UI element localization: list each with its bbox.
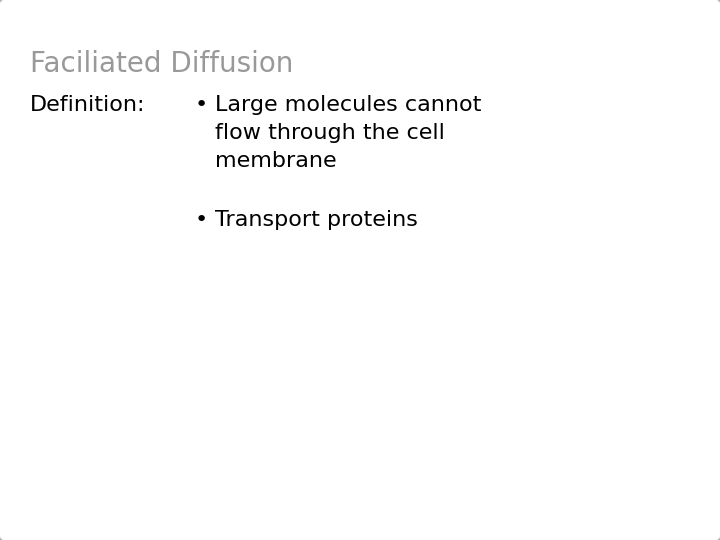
Text: Large molecules cannot
flow through the cell
membrane: Large molecules cannot flow through the … (215, 95, 482, 171)
Text: •: • (195, 210, 208, 230)
Text: Faciliated Diffusion: Faciliated Diffusion (30, 50, 293, 78)
Text: Transport proteins: Transport proteins (215, 210, 418, 230)
Text: •: • (195, 95, 208, 115)
Text: Definition:: Definition: (30, 95, 145, 115)
